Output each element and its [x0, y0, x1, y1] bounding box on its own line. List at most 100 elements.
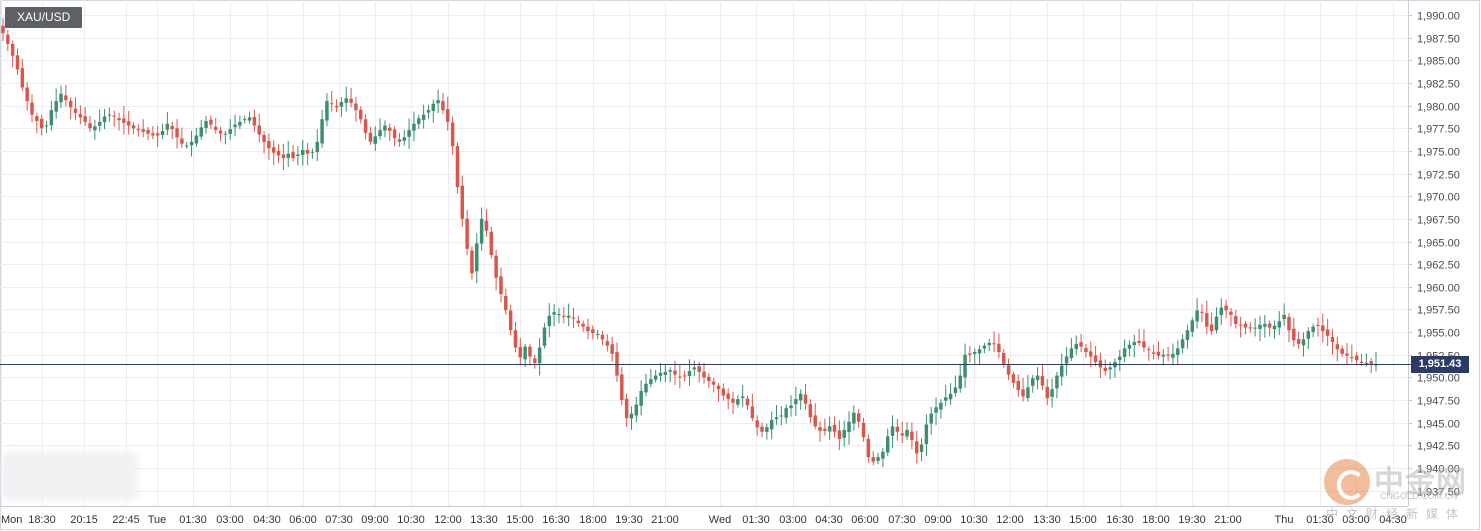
candle	[20, 58, 25, 91]
candle-body	[653, 375, 658, 380]
candle	[175, 118, 179, 149]
candle	[832, 416, 837, 438]
candle	[755, 415, 759, 436]
candle-body	[939, 402, 943, 410]
candle	[78, 105, 83, 125]
candle	[1035, 367, 1040, 390]
candle-body	[281, 154, 286, 159]
candle	[44, 120, 49, 134]
candle	[112, 110, 116, 127]
candle-body	[1359, 361, 1364, 363]
candle	[1161, 349, 1166, 366]
candle-body	[354, 103, 358, 111]
candle-body	[262, 134, 266, 142]
candle-body	[112, 115, 116, 117]
candle	[247, 111, 252, 124]
candle	[1147, 346, 1151, 361]
candle-body	[678, 376, 682, 378]
candle	[1127, 340, 1132, 357]
candle	[731, 391, 735, 414]
candle-body	[914, 441, 919, 454]
candle-body	[107, 114, 112, 116]
candle-body	[668, 370, 672, 372]
candle	[1016, 374, 1020, 397]
candle-body	[842, 429, 846, 438]
candle-body	[257, 125, 261, 135]
candle	[383, 120, 387, 138]
x-tick-label: 03:00	[216, 514, 244, 526]
candle	[876, 452, 880, 465]
candle	[910, 422, 914, 450]
candle-body	[383, 125, 387, 131]
candle-body	[363, 119, 368, 133]
candle	[1277, 311, 1282, 336]
candle	[257, 113, 261, 143]
candle	[871, 451, 875, 466]
candle	[10, 40, 15, 68]
candle	[639, 380, 643, 416]
candle-body	[35, 116, 39, 122]
candle-body	[1074, 343, 1079, 350]
candle-body	[267, 141, 271, 149]
candle-body	[20, 68, 25, 88]
candle-body	[943, 397, 948, 401]
candle-body	[832, 424, 837, 432]
candle-body	[276, 150, 281, 156]
candle-body	[1079, 342, 1083, 347]
candle-body	[1089, 351, 1093, 357]
x-tick-label: 07:30	[888, 514, 916, 526]
candle-body	[373, 136, 377, 144]
candle-body	[68, 100, 73, 108]
candle-body	[876, 457, 880, 461]
candle-body	[1209, 324, 1214, 332]
candle-body	[78, 114, 83, 118]
candle-body	[794, 399, 798, 405]
candle	[842, 420, 846, 447]
candle-body	[252, 116, 257, 126]
candle	[320, 109, 324, 148]
candle	[1055, 371, 1059, 399]
candle	[895, 419, 900, 441]
candle	[1021, 377, 1025, 402]
candle-body	[1258, 324, 1262, 329]
y-tick-label: 1,975.00	[1417, 147, 1460, 159]
candle-body	[1364, 362, 1369, 364]
candle	[1301, 332, 1306, 357]
candle	[798, 389, 803, 410]
candle-body	[798, 393, 803, 401]
candle-body	[397, 139, 402, 142]
candle-body	[1301, 339, 1306, 346]
candle	[794, 386, 798, 416]
candle-body	[30, 102, 34, 115]
candle-body	[919, 444, 924, 452]
x-tick-label: 03:00	[779, 514, 807, 526]
price-axis[interactable]: 1,990.00 1,987.50 1,985.00 1,982.50 1,980.00…	[1408, 0, 1460, 506]
candle-body	[595, 333, 600, 335]
candle-body	[910, 431, 914, 440]
candle-body	[189, 141, 194, 146]
candle-body	[1321, 325, 1325, 332]
candle-body	[581, 323, 585, 327]
y-tick-label: 1,937.50	[1417, 487, 1460, 499]
candle-body	[175, 128, 179, 138]
candle-body	[305, 149, 310, 154]
candle-body	[1330, 336, 1335, 343]
blurred-overlay	[2, 452, 138, 500]
candle	[209, 115, 213, 129]
candle	[948, 383, 953, 405]
candle-body	[1108, 367, 1112, 370]
candle	[184, 141, 189, 149]
time-axis[interactable]: Mon 18:30 20:15 22:45 Tue 01:30 03:00 04:30 06:0…	[0, 506, 1408, 527]
candle-body	[1069, 348, 1074, 358]
candle-body	[141, 129, 145, 132]
candle-body	[827, 426, 832, 432]
candle	[736, 395, 740, 408]
candle	[615, 342, 619, 382]
candle-body	[160, 130, 165, 136]
candle	[1006, 358, 1011, 381]
candle	[929, 406, 933, 435]
candle-body	[615, 352, 619, 376]
candle	[1040, 364, 1045, 390]
candle	[54, 88, 58, 119]
